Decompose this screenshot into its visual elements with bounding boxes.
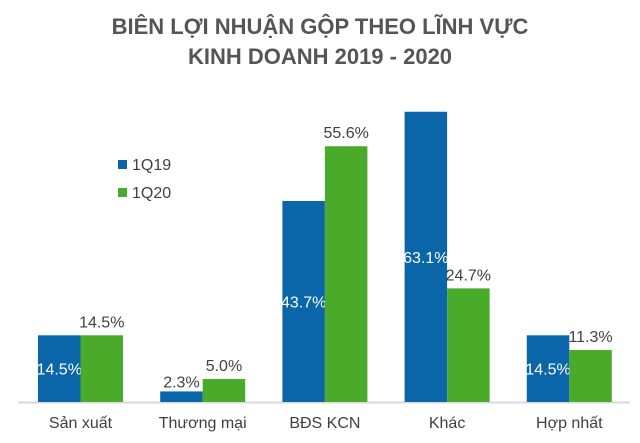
legend-label: 1Q20 xyxy=(132,185,171,202)
bar-1q20-0 xyxy=(80,335,123,402)
bar-1q19-1 xyxy=(160,391,203,402)
data-label: 43.7% xyxy=(281,294,326,311)
bar-1q20-3 xyxy=(447,288,490,402)
data-label: 5.0% xyxy=(206,358,242,375)
data-label: 11.3% xyxy=(568,329,612,346)
data-label: 14.5% xyxy=(37,362,82,379)
bar-1q19-0 xyxy=(38,335,81,402)
data-label: 2.3% xyxy=(163,374,199,391)
legend-swatch xyxy=(118,188,127,197)
x-tick-label: Hợp nhất xyxy=(536,415,603,432)
data-label: 63.1% xyxy=(403,250,448,267)
legend-swatch xyxy=(118,160,127,169)
chart-title-line-1: BIÊN LỢI NHUẬN GỘP THEO LĨNH VỰC xyxy=(111,14,529,39)
x-tick-label: Sản xuất xyxy=(49,415,113,432)
data-label: 55.6% xyxy=(323,125,368,142)
x-tick-label: Thương mại xyxy=(159,415,247,432)
legend-label: 1Q19 xyxy=(132,157,171,174)
bar-1q19-2 xyxy=(282,200,325,402)
data-label: 14.5% xyxy=(525,362,570,379)
data-label: 24.7% xyxy=(446,267,491,284)
x-tick-label: BĐS KCN xyxy=(289,415,360,432)
bar-1q19-4 xyxy=(526,335,570,402)
bar-1q20-1 xyxy=(202,379,246,402)
bar-1q19-3 xyxy=(404,111,448,403)
bar-1q20-2 xyxy=(324,146,368,402)
chart-title-line-2: KINH DOANH 2019 - 2020 xyxy=(187,44,453,69)
data-label: 14.5% xyxy=(79,314,124,331)
x-tick-label: Khác xyxy=(429,415,465,432)
bar-1q20-4 xyxy=(569,350,612,402)
